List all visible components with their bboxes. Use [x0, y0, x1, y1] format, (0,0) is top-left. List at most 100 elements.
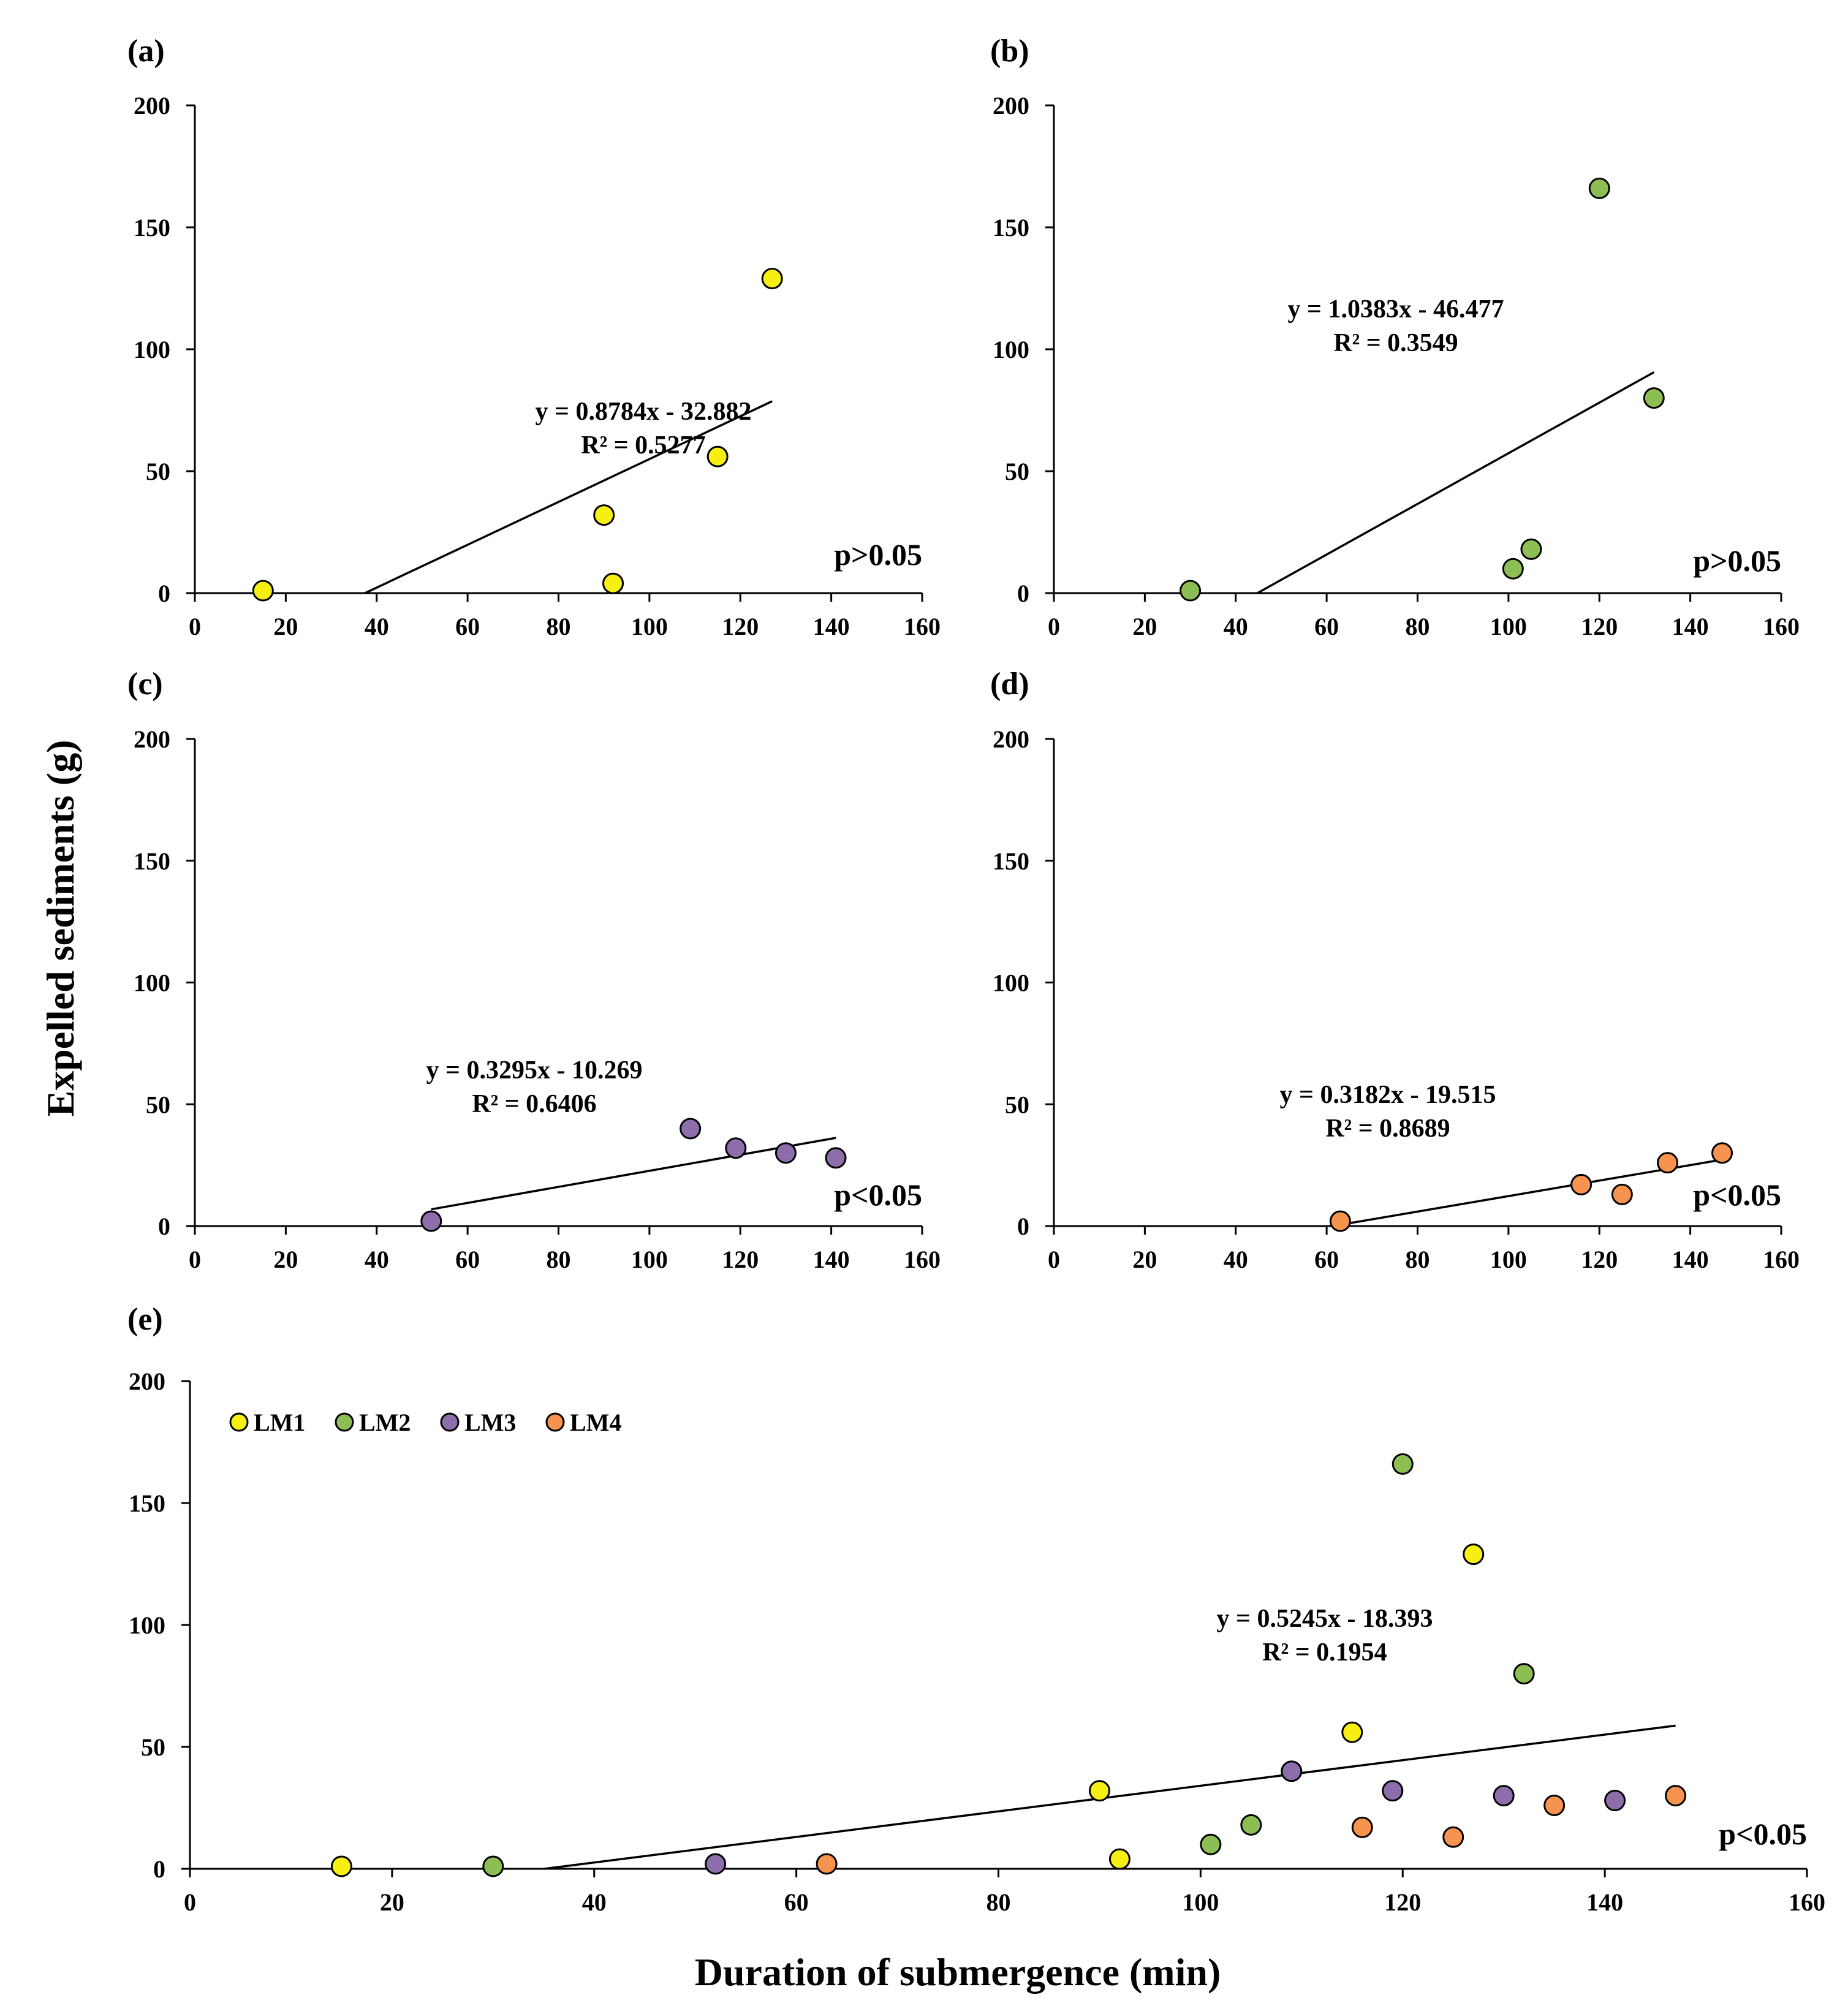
data-point-lm4 [1329, 1210, 1351, 1232]
x-tick-label: 140 [1672, 613, 1709, 640]
y-tick-label: 0 [1017, 580, 1029, 607]
data-point-lm4 [1665, 1785, 1687, 1807]
y-tick-label: 100 [134, 969, 170, 997]
y-tick-label: 50 [146, 458, 170, 485]
x-tick-label: 160 [904, 613, 941, 640]
x-tick-label: 40 [1224, 613, 1248, 640]
x-tick-label: 60 [455, 613, 480, 640]
regression-equation: y = 1.0383x - 46.477 [1288, 295, 1504, 324]
x-tick-label: 80 [986, 1888, 1011, 1916]
legend-label-lm2: LM2 [359, 1409, 411, 1436]
legend-marker-lm1 [229, 1412, 249, 1432]
data-point-lm1 [330, 1855, 352, 1877]
x-tick-label: 160 [904, 1246, 941, 1273]
x-tick-label: 20 [1132, 1246, 1157, 1273]
x-tick-label: 100 [1182, 1888, 1219, 1916]
r-squared: R² = 0.3549 [1333, 329, 1458, 357]
panel-a: (a) 0 50 100 150 200 0 20 40 60 80 100 120 140 160 y = … [127, 34, 941, 640]
data-point-lm1 [1463, 1543, 1485, 1566]
x-tick-label: 40 [1224, 1246, 1248, 1273]
data-point-lm4 [1657, 1152, 1679, 1174]
data-point-lm1 [252, 580, 274, 602]
x-tick-label: 140 [813, 1246, 850, 1273]
x-tick-label: 100 [631, 1246, 668, 1273]
x-tick-label: 60 [1314, 1246, 1339, 1273]
regression-equation: y = 0.5245x - 18.393 [1217, 1605, 1433, 1633]
x-tick-label: 20 [1132, 613, 1157, 640]
x-tick-label: 100 [631, 613, 668, 640]
data-point-lm4 [1543, 1795, 1566, 1817]
y-tick-label: 150 [993, 214, 1029, 241]
x-tick-label: 100 [1490, 613, 1527, 640]
panel-c: (c) 0 50 100 150 200 0 20 40 60 80 100 120 140 160 y = … [127, 667, 941, 1273]
data-point-lm1 [1341, 1721, 1363, 1743]
data-point-lm3 [680, 1118, 702, 1140]
y-tick-label: 200 [993, 725, 1029, 753]
data-point-lm1 [706, 445, 729, 468]
x-tick-label: 20 [273, 1246, 298, 1273]
y-tick-label: 0 [1017, 1213, 1029, 1240]
data-point-lm3 [705, 1853, 727, 1875]
x-tick-label: 0 [184, 1888, 196, 1916]
data-point-lm2 [482, 1855, 504, 1877]
trendline [1257, 371, 1655, 594]
x-tick-label: 0 [189, 613, 201, 640]
legend-marker-lm2 [335, 1412, 354, 1432]
x-tick-label: 120 [722, 613, 759, 640]
data-point-lm4 [1570, 1173, 1592, 1195]
legend-label-lm4: LM4 [570, 1409, 621, 1436]
y-tick-label: 200 [993, 92, 1029, 119]
x-tick-label: 40 [582, 1888, 607, 1916]
x-tick-label: 120 [722, 1246, 759, 1273]
data-point-lm2 [1200, 1833, 1222, 1855]
y-tick-label: 0 [158, 580, 170, 607]
x-tick-label: 120 [1581, 1246, 1618, 1273]
trendline [364, 400, 773, 594]
x-tick-label: 80 [547, 613, 571, 640]
x-tick-label: 40 [365, 1246, 389, 1273]
y-tick-label: 200 [134, 92, 170, 119]
panel-label: (a) [127, 34, 165, 69]
data-point-lm1 [1088, 1780, 1110, 1802]
legend: LM1 LM2 LM3 LM4 [229, 1409, 621, 1436]
r-squared: R² = 0.8689 [1325, 1115, 1450, 1143]
legend-label-lm1: LM1 [254, 1409, 305, 1436]
data-point-lm2 [1240, 1814, 1262, 1836]
y-tick-label: 50 [1005, 1091, 1029, 1118]
x-tick-label: 160 [1789, 1888, 1825, 1916]
x-tick-label: 80 [1406, 1246, 1430, 1273]
y-tick-label: 0 [153, 1855, 165, 1883]
r-squared: R² = 0.6406 [472, 1090, 596, 1118]
data-point-lm3 [1382, 1780, 1404, 1802]
x-tick-label: 120 [1384, 1888, 1421, 1916]
y-tick-label: 100 [993, 336, 1029, 363]
y-tick-label: 50 [1005, 458, 1029, 485]
x-tick-label: 140 [813, 613, 850, 640]
y-tick-label: 100 [134, 336, 170, 363]
r-squared: R² = 0.5277 [581, 431, 705, 460]
legend-marker-lm3 [440, 1412, 460, 1432]
x-tick-label: 140 [1586, 1888, 1623, 1916]
p-value: p>0.05 [834, 537, 922, 572]
x-tick-label: 140 [1672, 1246, 1709, 1273]
y-tick-label: 100 [993, 969, 1029, 997]
y-tick-label: 50 [146, 1091, 170, 1118]
trendline [544, 1724, 1676, 1870]
data-point-lm1 [602, 572, 624, 594]
y-tick-label: 0 [158, 1213, 170, 1240]
x-tick-label: 20 [380, 1888, 404, 1916]
trendline [431, 1137, 836, 1211]
y-tick-label: 200 [129, 1368, 165, 1395]
regression-equation: y = 0.3295x - 10.269 [426, 1056, 643, 1085]
panel-b: (b) 0 50 100 150 200 0 20 40 60 80 100 120 140 160 y = … [990, 34, 1800, 640]
data-point-lm4 [1611, 1183, 1633, 1205]
x-tick-label: 160 [1763, 1246, 1800, 1273]
data-point-lm2 [1520, 538, 1542, 560]
y-tick-label: 150 [993, 847, 1029, 875]
panel-label: (e) [127, 1302, 163, 1337]
x-tick-label: 100 [1490, 1246, 1527, 1273]
x-tick-label: 0 [189, 1246, 201, 1273]
data-point-lm1 [1108, 1848, 1130, 1870]
data-point-lm2 [1643, 387, 1665, 409]
regression-equation: y = 0.3182x - 19.515 [1280, 1081, 1496, 1109]
